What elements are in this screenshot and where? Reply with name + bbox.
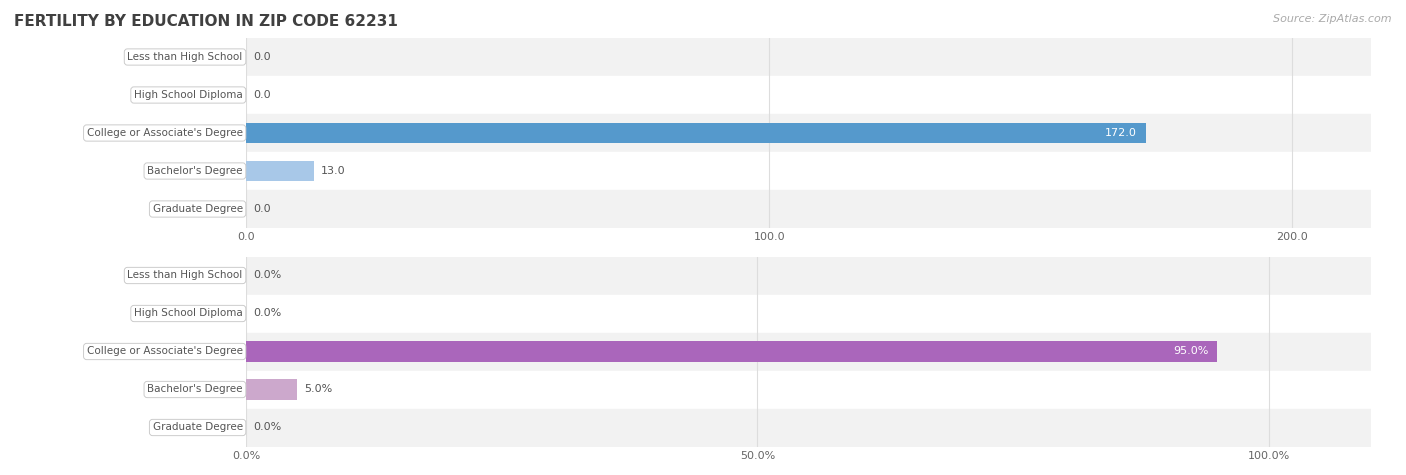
Text: Bachelor's Degree: Bachelor's Degree bbox=[148, 384, 243, 395]
Text: 0.0: 0.0 bbox=[253, 90, 270, 100]
Bar bbox=[246, 341, 1218, 362]
Text: High School Diploma: High School Diploma bbox=[134, 90, 243, 100]
Bar bbox=[246, 152, 1371, 190]
Bar bbox=[246, 114, 1371, 152]
Bar bbox=[246, 332, 1371, 371]
Text: Source: ZipAtlas.com: Source: ZipAtlas.com bbox=[1274, 14, 1392, 24]
Text: 5.0%: 5.0% bbox=[304, 384, 332, 395]
Text: 0.0%: 0.0% bbox=[253, 308, 281, 319]
Text: High School Diploma: High School Diploma bbox=[134, 308, 243, 319]
Bar bbox=[246, 76, 1371, 114]
Text: 95.0%: 95.0% bbox=[1173, 346, 1209, 357]
Text: College or Associate's Degree: College or Associate's Degree bbox=[87, 346, 243, 357]
Bar bbox=[246, 161, 314, 181]
Text: 0.0: 0.0 bbox=[253, 204, 270, 214]
Text: Graduate Degree: Graduate Degree bbox=[152, 422, 243, 433]
Text: Graduate Degree: Graduate Degree bbox=[152, 204, 243, 214]
Bar bbox=[246, 294, 1371, 332]
Text: Less than High School: Less than High School bbox=[128, 270, 243, 281]
Bar bbox=[246, 190, 1371, 228]
Text: 0.0%: 0.0% bbox=[253, 422, 281, 433]
Text: College or Associate's Degree: College or Associate's Degree bbox=[87, 128, 243, 138]
Text: 172.0: 172.0 bbox=[1105, 128, 1137, 138]
Text: Less than High School: Less than High School bbox=[128, 52, 243, 62]
Text: Bachelor's Degree: Bachelor's Degree bbox=[148, 166, 243, 176]
Bar bbox=[246, 379, 297, 400]
Bar bbox=[246, 256, 1371, 294]
Bar bbox=[246, 38, 1371, 76]
Bar bbox=[246, 123, 1146, 143]
Text: 13.0: 13.0 bbox=[321, 166, 346, 176]
Bar bbox=[246, 408, 1371, 446]
Text: FERTILITY BY EDUCATION IN ZIP CODE 62231: FERTILITY BY EDUCATION IN ZIP CODE 62231 bbox=[14, 14, 398, 29]
Bar bbox=[246, 370, 1371, 408]
Text: 0.0: 0.0 bbox=[253, 52, 270, 62]
Text: 0.0%: 0.0% bbox=[253, 270, 281, 281]
